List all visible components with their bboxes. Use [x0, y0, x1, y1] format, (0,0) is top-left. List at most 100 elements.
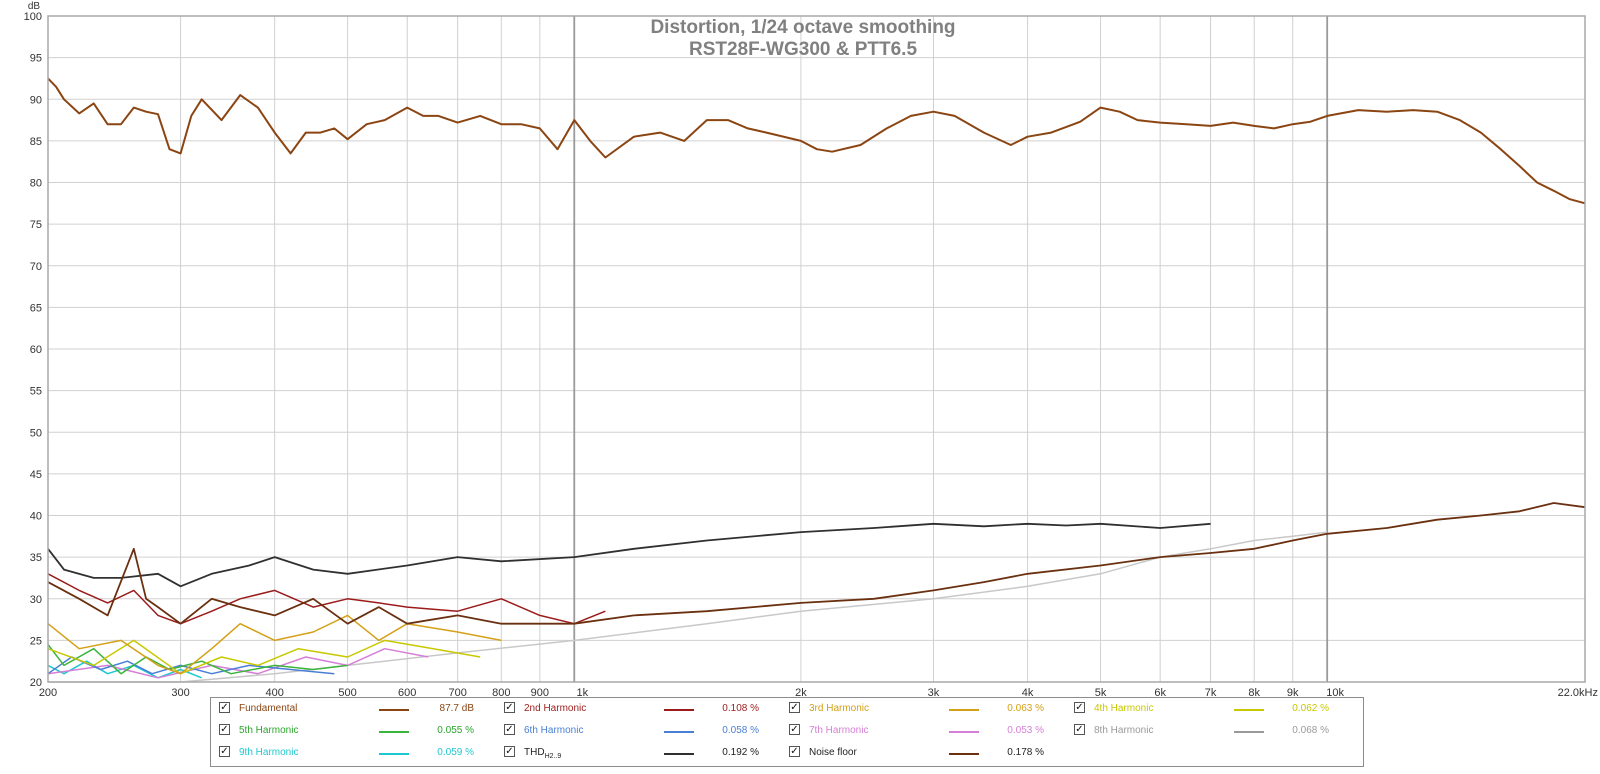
series-line-3rd-harmonic	[47, 614, 502, 675]
legend-item-fundamental: ✓ Fundamental 87.7 dB	[219, 700, 489, 718]
legend-line-swatch	[664, 709, 694, 711]
y-tick-label: 65	[30, 302, 42, 314]
series-line-thd	[47, 522, 1211, 588]
x-tick-label: 400	[265, 687, 283, 697]
legend-item-5th-harmonic: ✓ 5th Harmonic 0.055 %	[219, 722, 489, 740]
legend-label: 4th Harmonic	[1094, 703, 1154, 714]
legend-label: 8th Harmonic	[1094, 725, 1154, 736]
y-tick-label: 20	[30, 677, 42, 689]
x-tick-label: 300	[171, 687, 189, 697]
legend-item-3rd-harmonic: ✓ 3rd Harmonic 0.063 %	[789, 700, 1059, 718]
legend-value: 0.192 %	[722, 747, 759, 758]
legend-item-8th-harmonic: ✓ 8th Harmonic 0.068 %	[1074, 722, 1344, 740]
y-tick-label: 35	[30, 552, 42, 564]
x-tick-label: 200	[39, 687, 57, 697]
legend-checkbox-7th-harmonic[interactable]: ✓	[789, 724, 800, 735]
legend-line-swatch	[664, 731, 694, 733]
x-tick-label: 800	[492, 687, 510, 697]
series-line-fundamental	[47, 77, 1586, 205]
legend-checkbox-thd[interactable]: ✓	[504, 746, 515, 757]
legend-item-7th-harmonic: ✓ 7th Harmonic 0.053 %	[789, 722, 1059, 740]
legend-value: 0.059 %	[437, 747, 474, 758]
legend-label: 3rd Harmonic	[809, 703, 870, 714]
legend-line-swatch	[949, 753, 979, 755]
legend-line-swatch	[379, 753, 409, 755]
x-tick-label: 600	[398, 687, 416, 697]
legend-checkbox-6th-harmonic[interactable]: ✓	[504, 724, 515, 735]
legend-panel: ✓ Fundamental 87.7 dB ✓ 2nd Harmonic 0.108 % ✓…	[210, 697, 1364, 767]
legend-line-swatch	[664, 753, 694, 755]
plot-border	[47, 15, 1586, 683]
legend-value: 0.055 %	[437, 725, 474, 736]
series-line-noise-floor	[47, 502, 1586, 625]
legend-label-subscript: H2..9	[544, 753, 562, 760]
x-tick-label: 700	[448, 687, 466, 697]
legend-item-noise-floor: ✓ Noise floor 0.178 %	[789, 744, 1059, 762]
legend-checkbox-9th-harmonic[interactable]: ✓	[219, 746, 230, 757]
legend-checkbox-fundamental[interactable]: ✓	[219, 702, 230, 713]
series-line-7th-harmonic	[47, 647, 429, 679]
x-tick-label: 7k	[1205, 687, 1217, 697]
x-tick-label: 5k	[1095, 687, 1107, 697]
y-axis-unit: dB	[28, 1, 41, 12]
legend-label: THDH2..9	[524, 747, 562, 760]
chart-subtitle: RST28F-WG300 & PTT6.5	[689, 39, 917, 60]
x-tick-label: 9k	[1287, 687, 1299, 697]
x-tick-label: 10k	[1326, 687, 1344, 697]
legend-value: 0.058 %	[722, 725, 759, 736]
legend-value: 0.108 %	[722, 703, 759, 714]
series-line-4th-harmonic	[47, 639, 481, 675]
legend-label: 2nd Harmonic	[524, 703, 587, 714]
y-tick-label: 50	[30, 427, 42, 439]
grid	[47, 15, 1585, 683]
legend-checkbox-noise-floor[interactable]: ✓	[789, 746, 800, 757]
y-tick-label: 95	[30, 53, 42, 65]
legend-line-swatch	[379, 709, 409, 711]
legend-item-9th-harmonic: ✓ 9th Harmonic 0.059 %	[219, 744, 489, 762]
legend-item-2nd-harmonic: ✓ 2nd Harmonic 0.108 %	[504, 700, 774, 718]
x-tick-label: 4k	[1022, 687, 1034, 697]
legend-label: 5th Harmonic	[239, 725, 299, 736]
legend-value: 0.063 %	[1007, 703, 1044, 714]
legend-label: Noise floor	[809, 747, 857, 758]
y-tick-label: 90	[30, 94, 42, 106]
legend-checkbox-5th-harmonic[interactable]: ✓	[219, 724, 230, 735]
legend-line-swatch	[1234, 731, 1264, 733]
x-tick-label: 2k	[795, 687, 807, 697]
legend-checkbox-2nd-harmonic[interactable]: ✓	[504, 702, 515, 713]
legend-line-swatch	[1234, 709, 1264, 711]
x-tick-label: 500	[338, 687, 356, 697]
x-tick-label: 900	[531, 687, 549, 697]
y-tick-label: 70	[30, 261, 42, 273]
legend-checkbox-8th-harmonic[interactable]: ✓	[1074, 724, 1085, 735]
legend-value: 0.068 %	[1292, 725, 1329, 736]
series-line-2nd-harmonic	[47, 573, 606, 625]
x-tick-label: 3k	[928, 687, 940, 697]
y-tick-label: 25	[30, 635, 42, 647]
legend-checkbox-3rd-harmonic[interactable]: ✓	[789, 702, 800, 713]
y-tick-label: 80	[30, 178, 42, 190]
legend-line-swatch	[949, 731, 979, 733]
x-axis-unit-label: 22.0kHz	[1558, 687, 1598, 697]
chart-title: Distortion, 1/24 octave smoothing	[650, 17, 955, 38]
legend-line-swatch	[379, 731, 409, 733]
legend-value: 87.7 dB	[439, 703, 474, 714]
x-tick-label: 8k	[1248, 687, 1260, 697]
y-tick-label: 60	[30, 344, 42, 356]
legend-label: 7th Harmonic	[809, 725, 869, 736]
legend-value: 0.178 %	[1007, 747, 1044, 758]
legend-label: 6th Harmonic	[524, 725, 584, 736]
y-tick-label: 55	[30, 386, 42, 398]
y-tick-label: 40	[30, 511, 42, 523]
y-tick-label: 75	[30, 219, 42, 231]
legend-value: 0.062 %	[1292, 703, 1329, 714]
legend-item-6th-harmonic: ✓ 6th Harmonic 0.058 %	[504, 722, 774, 740]
legend-checkbox-4th-harmonic[interactable]: ✓	[1074, 702, 1085, 713]
series-lines	[47, 77, 1586, 683]
y-tick-label: 85	[30, 136, 42, 148]
x-tick-label: 6k	[1154, 687, 1166, 697]
legend-label: Fundamental	[239, 703, 298, 714]
legend-item-4th-harmonic: ✓ 4th Harmonic 0.062 %	[1074, 700, 1344, 718]
